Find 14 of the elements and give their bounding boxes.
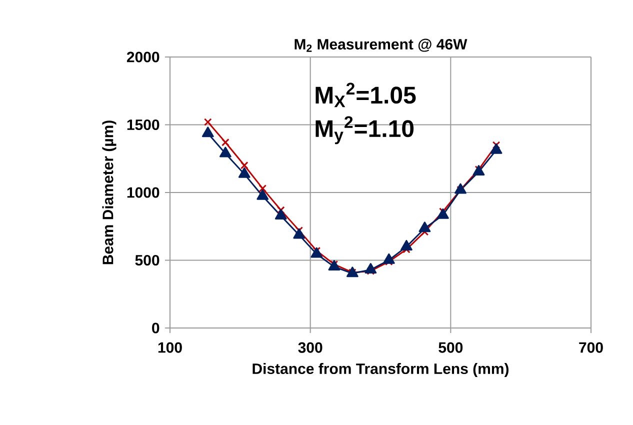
y-tick-label: 2000: [126, 52, 160, 62]
annotation: M$_{X}$$^{2}$=1.05: [316, 82, 416, 108]
chart-title: M$_{2}$ Measurement @ 46W: [294, 38, 468, 52]
x-tick-label: 700: [579, 342, 603, 353]
y-tick-label: 1000: [127, 187, 160, 198]
y-axis-title: Beam Diameter (µm): [102, 120, 116, 264]
y-tick-label: 1500: [127, 119, 160, 130]
y-tick-label: 500: [135, 254, 160, 266]
y-tick-label: 0: [152, 322, 160, 334]
annotation: M$_{y}$$^{2}$=1.10: [316, 116, 414, 144]
x-tick-label: 300: [298, 342, 322, 353]
x-axis-title: Distance from Transform Lens (mm): [252, 363, 509, 378]
x-tick-label: 500: [438, 342, 463, 353]
x-tick-label: 100: [158, 342, 182, 353]
